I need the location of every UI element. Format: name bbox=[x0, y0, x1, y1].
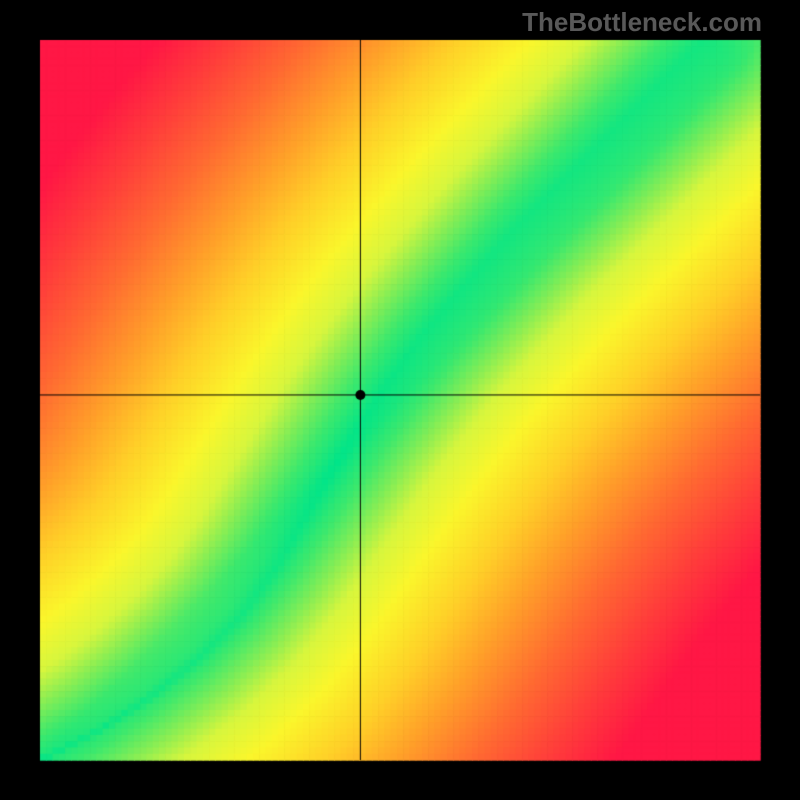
heatmap-canvas bbox=[0, 0, 800, 800]
chart-root: TheBottleneck.com bbox=[0, 0, 800, 800]
watermark-text: TheBottleneck.com bbox=[522, 7, 762, 38]
